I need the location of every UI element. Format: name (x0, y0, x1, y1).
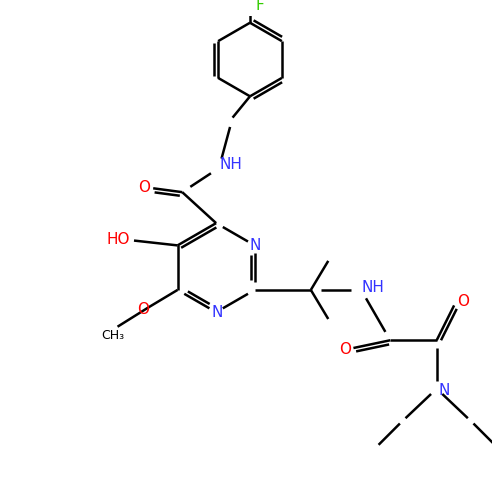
Text: O: O (138, 180, 150, 195)
Text: NH: NH (362, 280, 384, 295)
Text: O: O (136, 302, 148, 317)
Text: N: N (212, 304, 223, 320)
Text: CH₃: CH₃ (101, 329, 124, 342)
Text: N: N (438, 383, 450, 398)
Text: F: F (256, 0, 264, 13)
Text: HO: HO (107, 232, 130, 247)
Text: N: N (250, 238, 262, 253)
Text: O: O (338, 342, 350, 357)
Text: O: O (457, 294, 469, 309)
Text: NH: NH (219, 156, 242, 172)
